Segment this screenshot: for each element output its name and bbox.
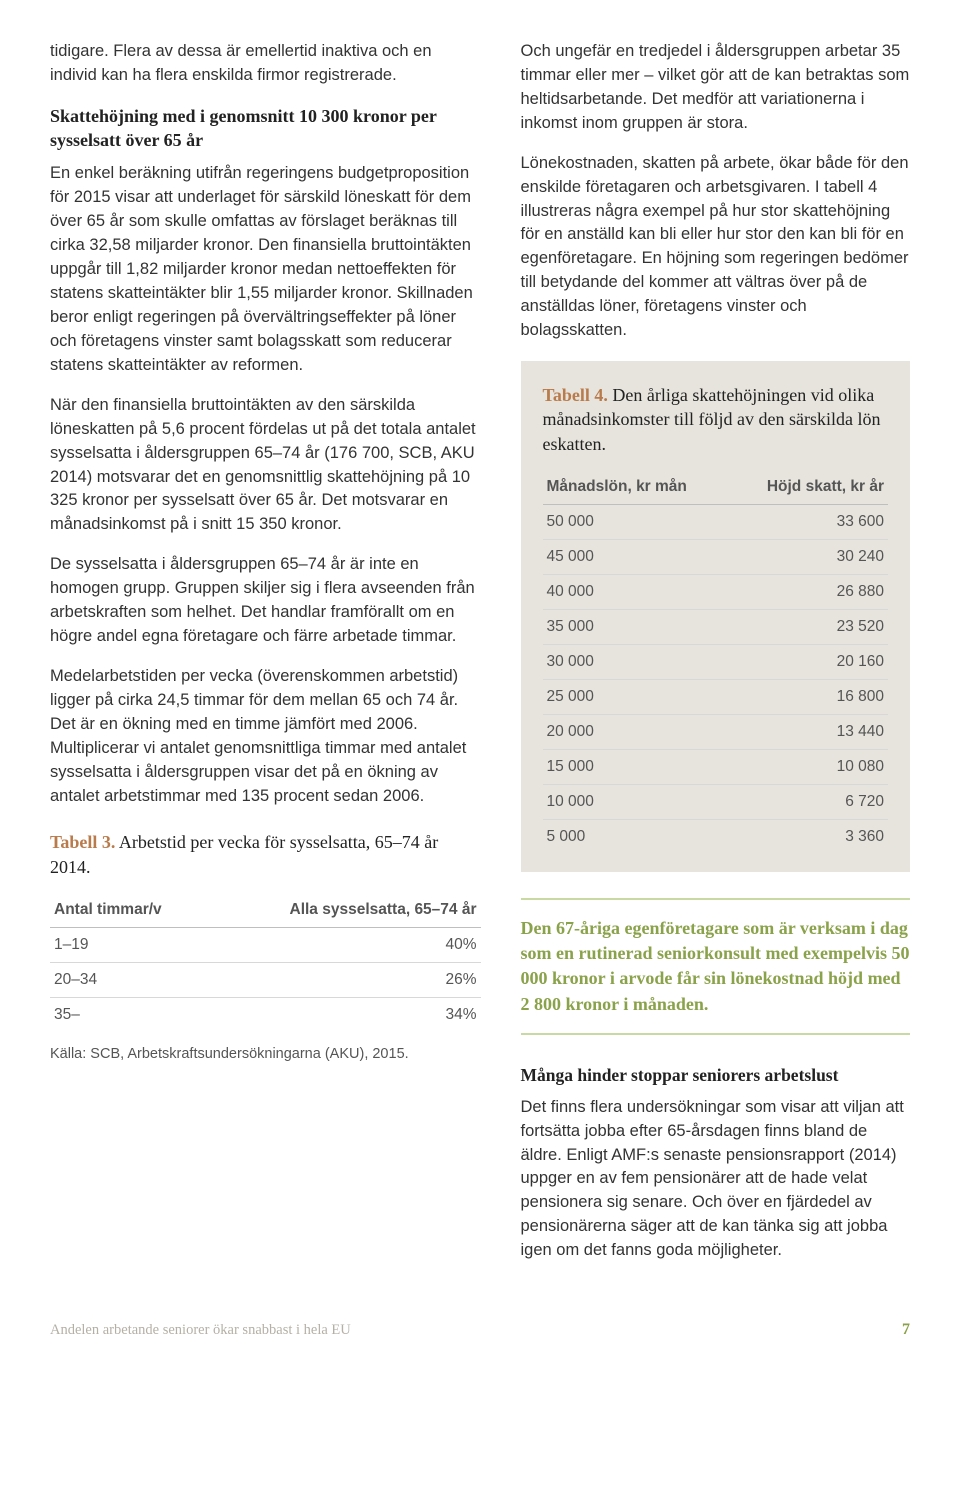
table-row: 50 00033 600 [543, 504, 889, 539]
cell: 30 000 [543, 644, 730, 679]
cell: 23 520 [730, 609, 888, 644]
cell: 40% [210, 928, 480, 963]
body-paragraph: De sysselsatta i åldersgruppen 65–74 år … [50, 553, 481, 649]
cell: 33 600 [730, 504, 888, 539]
table3-block: Tabell 3. Arbetstid per vecka för syssel… [50, 830, 481, 1062]
right-column: Och ungefär en tredjedel i åldersgruppen… [521, 40, 911, 1279]
table4-label: Tabell 4. [543, 385, 608, 405]
body-paragraph: Medelarbetstiden per vecka (överenskomme… [50, 665, 481, 809]
running-head: Andelen arbetande seniorer ökar snabbast… [50, 1322, 351, 1339]
table-row: 5 0003 360 [543, 819, 889, 854]
cell: 35– [50, 998, 210, 1033]
section-heading: Skattehöjning med i genomsnitt 10 300 kr… [50, 104, 481, 153]
cell: 15 000 [543, 749, 730, 784]
page-footer: Andelen arbetande seniorer ökar snabbast… [50, 1321, 910, 1339]
table4-col1: Månadslön, kr mån [543, 470, 730, 505]
cell: 1–19 [50, 928, 210, 963]
cell: 6 720 [730, 784, 888, 819]
cell: 50 000 [543, 504, 730, 539]
table4: Månadslön, kr mån Höjd skatt, kr år 50 0… [543, 470, 889, 854]
table-row: 10 0006 720 [543, 784, 889, 819]
body-paragraph: När den finansiella bruttointäkten av de… [50, 394, 481, 538]
body-paragraph: En enkel beräkning utifrån regeringens b… [50, 162, 481, 377]
cell: 34% [210, 998, 480, 1033]
table4-col2: Höjd skatt, kr år [730, 470, 888, 505]
table-row: 40 00026 880 [543, 574, 889, 609]
cell: 10 080 [730, 749, 888, 784]
table3-source: Källa: SCB, Arbetskraftsundersökningarna… [50, 1046, 481, 1062]
body-paragraph: Och ungefär en tredjedel i åldersgruppen… [521, 40, 911, 136]
table-row: 15 00010 080 [543, 749, 889, 784]
table-header-row: Månadslön, kr mån Höjd skatt, kr år [543, 470, 889, 505]
table-row: 20 00013 440 [543, 714, 889, 749]
table3: Antal timmar/v Alla sysselsatta, 65–74 å… [50, 893, 481, 1032]
pullquote-block: Den 67-åriga egenföretagare som är verks… [521, 898, 911, 1035]
cell: 25 000 [543, 679, 730, 714]
pullquote-text: Den 67-åriga egenföretagare som är verks… [521, 916, 911, 1017]
body-paragraph: tidigare. Flera av dessa är emellertid i… [50, 40, 481, 88]
table-row: 20–3426% [50, 963, 481, 998]
body-paragraph: Det finns flera undersökningar som visar… [521, 1096, 911, 1263]
cell: 20–34 [50, 963, 210, 998]
table3-title: Tabell 3. Arbetstid per vecka för syssel… [50, 830, 481, 879]
table4-title: Tabell 4. Den årliga skattehöjningen vid… [543, 383, 889, 456]
table-header-row: Antal timmar/v Alla sysselsatta, 65–74 å… [50, 893, 481, 928]
cell: 16 800 [730, 679, 888, 714]
table-row: 30 00020 160 [543, 644, 889, 679]
cell: 35 000 [543, 609, 730, 644]
table3-col2: Alla sysselsatta, 65–74 år [210, 893, 480, 928]
body-paragraph: Lönekostnaden, skatten på arbete, ökar b… [521, 152, 911, 343]
page-columns: tidigare. Flera av dessa är emellertid i… [50, 40, 910, 1279]
section-subheading: Många hinder stoppar seniorers arbetslus… [521, 1065, 911, 1086]
cell: 10 000 [543, 784, 730, 819]
cell: 30 240 [730, 539, 888, 574]
page-number: 7 [902, 1321, 910, 1339]
cell: 26 880 [730, 574, 888, 609]
table-row: 45 00030 240 [543, 539, 889, 574]
table3-col1: Antal timmar/v [50, 893, 210, 928]
cell: 26% [210, 963, 480, 998]
cell: 13 440 [730, 714, 888, 749]
cell: 20 160 [730, 644, 888, 679]
cell: 5 000 [543, 819, 730, 854]
table-row: 1–1940% [50, 928, 481, 963]
table-row: 35–34% [50, 998, 481, 1033]
left-column: tidigare. Flera av dessa är emellertid i… [50, 40, 481, 1279]
table4-box: Tabell 4. Den årliga skattehöjningen vid… [521, 361, 911, 872]
cell: 45 000 [543, 539, 730, 574]
cell: 20 000 [543, 714, 730, 749]
cell: 3 360 [730, 819, 888, 854]
table-row: 35 00023 520 [543, 609, 889, 644]
table3-label: Tabell 3. [50, 832, 115, 852]
table-row: 25 00016 800 [543, 679, 889, 714]
cell: 40 000 [543, 574, 730, 609]
